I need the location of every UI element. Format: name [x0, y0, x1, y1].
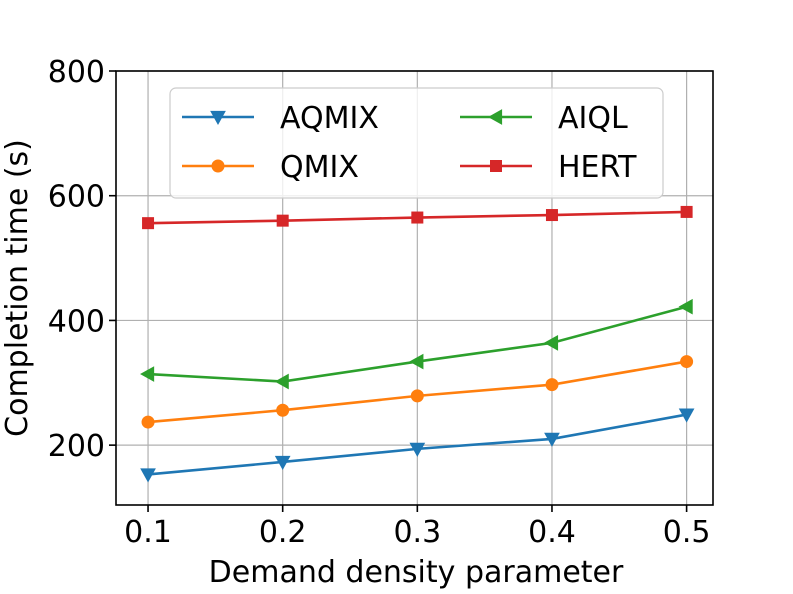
data-point-aqmix — [140, 468, 156, 483]
x-tick-label: 0.2 — [259, 515, 307, 550]
legend-label-hert: HERT — [558, 150, 637, 185]
legend-box — [169, 87, 664, 199]
legend-marker-aiql — [487, 109, 503, 125]
y-tick-label: 800 — [48, 55, 105, 90]
legend-entry-aqmix: AQMIX — [182, 101, 379, 136]
y-tick-label: 600 — [48, 180, 105, 215]
data-point-aqmix — [274, 455, 291, 471]
series-aiql — [140, 298, 693, 390]
series-hert — [142, 205, 693, 230]
data-point-aiql — [409, 353, 424, 370]
legend-label-aiql: AIQL — [558, 101, 628, 136]
legend-entry-qmix: QMIX — [182, 150, 359, 185]
data-point-hert — [142, 217, 155, 230]
x-tick-label: 0.5 — [663, 515, 711, 550]
series-qmix — [141, 355, 694, 429]
data-point-aiql — [543, 335, 559, 351]
data-point-qmix — [276, 403, 290, 417]
y-tick-label: 400 — [48, 304, 105, 339]
x-axis-title: Demand density parameter — [209, 555, 624, 590]
data-point-hert — [411, 211, 424, 224]
data-point-hert — [545, 209, 558, 222]
data-point-qmix — [141, 415, 155, 429]
legend: AQMIX QMIX AIQL HERT — [169, 87, 664, 199]
legend-marker-aqmix — [210, 110, 226, 126]
axis-ticks: 0.1 0.2 0.3 0.4 0.5 200 400 600 800 — [48, 55, 711, 550]
data-point-qmix — [410, 389, 424, 403]
x-tick-label: 0.1 — [124, 515, 172, 550]
data-point-hert — [276, 214, 289, 227]
data-point-aqmix — [544, 432, 560, 447]
data-point-aiql — [274, 373, 289, 390]
x-tick-label: 0.4 — [528, 515, 576, 550]
series-aqmix — [140, 408, 695, 483]
data-point-qmix — [545, 378, 559, 392]
y-tick-label: 200 — [48, 429, 105, 464]
data-point-aqmix — [678, 408, 695, 423]
data-point-aiql — [140, 366, 155, 382]
y-axis-title: Completion time (s) — [0, 139, 35, 437]
series-lines — [140, 205, 695, 483]
legend-entry-hert: HERT — [460, 150, 637, 185]
legend-label-qmix: QMIX — [280, 150, 359, 185]
legend-label-aqmix: AQMIX — [280, 101, 379, 136]
legend-marker-qmix — [211, 159, 225, 173]
data-point-aqmix — [409, 442, 426, 457]
data-point-hert — [680, 205, 693, 218]
data-point-aiql — [678, 298, 693, 315]
legend-entry-aiql: AIQL — [460, 101, 628, 136]
x-tick-label: 0.3 — [393, 515, 441, 550]
legend-marker-hert — [490, 160, 502, 172]
plot-frame — [115, 70, 714, 506]
data-point-qmix — [680, 355, 694, 369]
